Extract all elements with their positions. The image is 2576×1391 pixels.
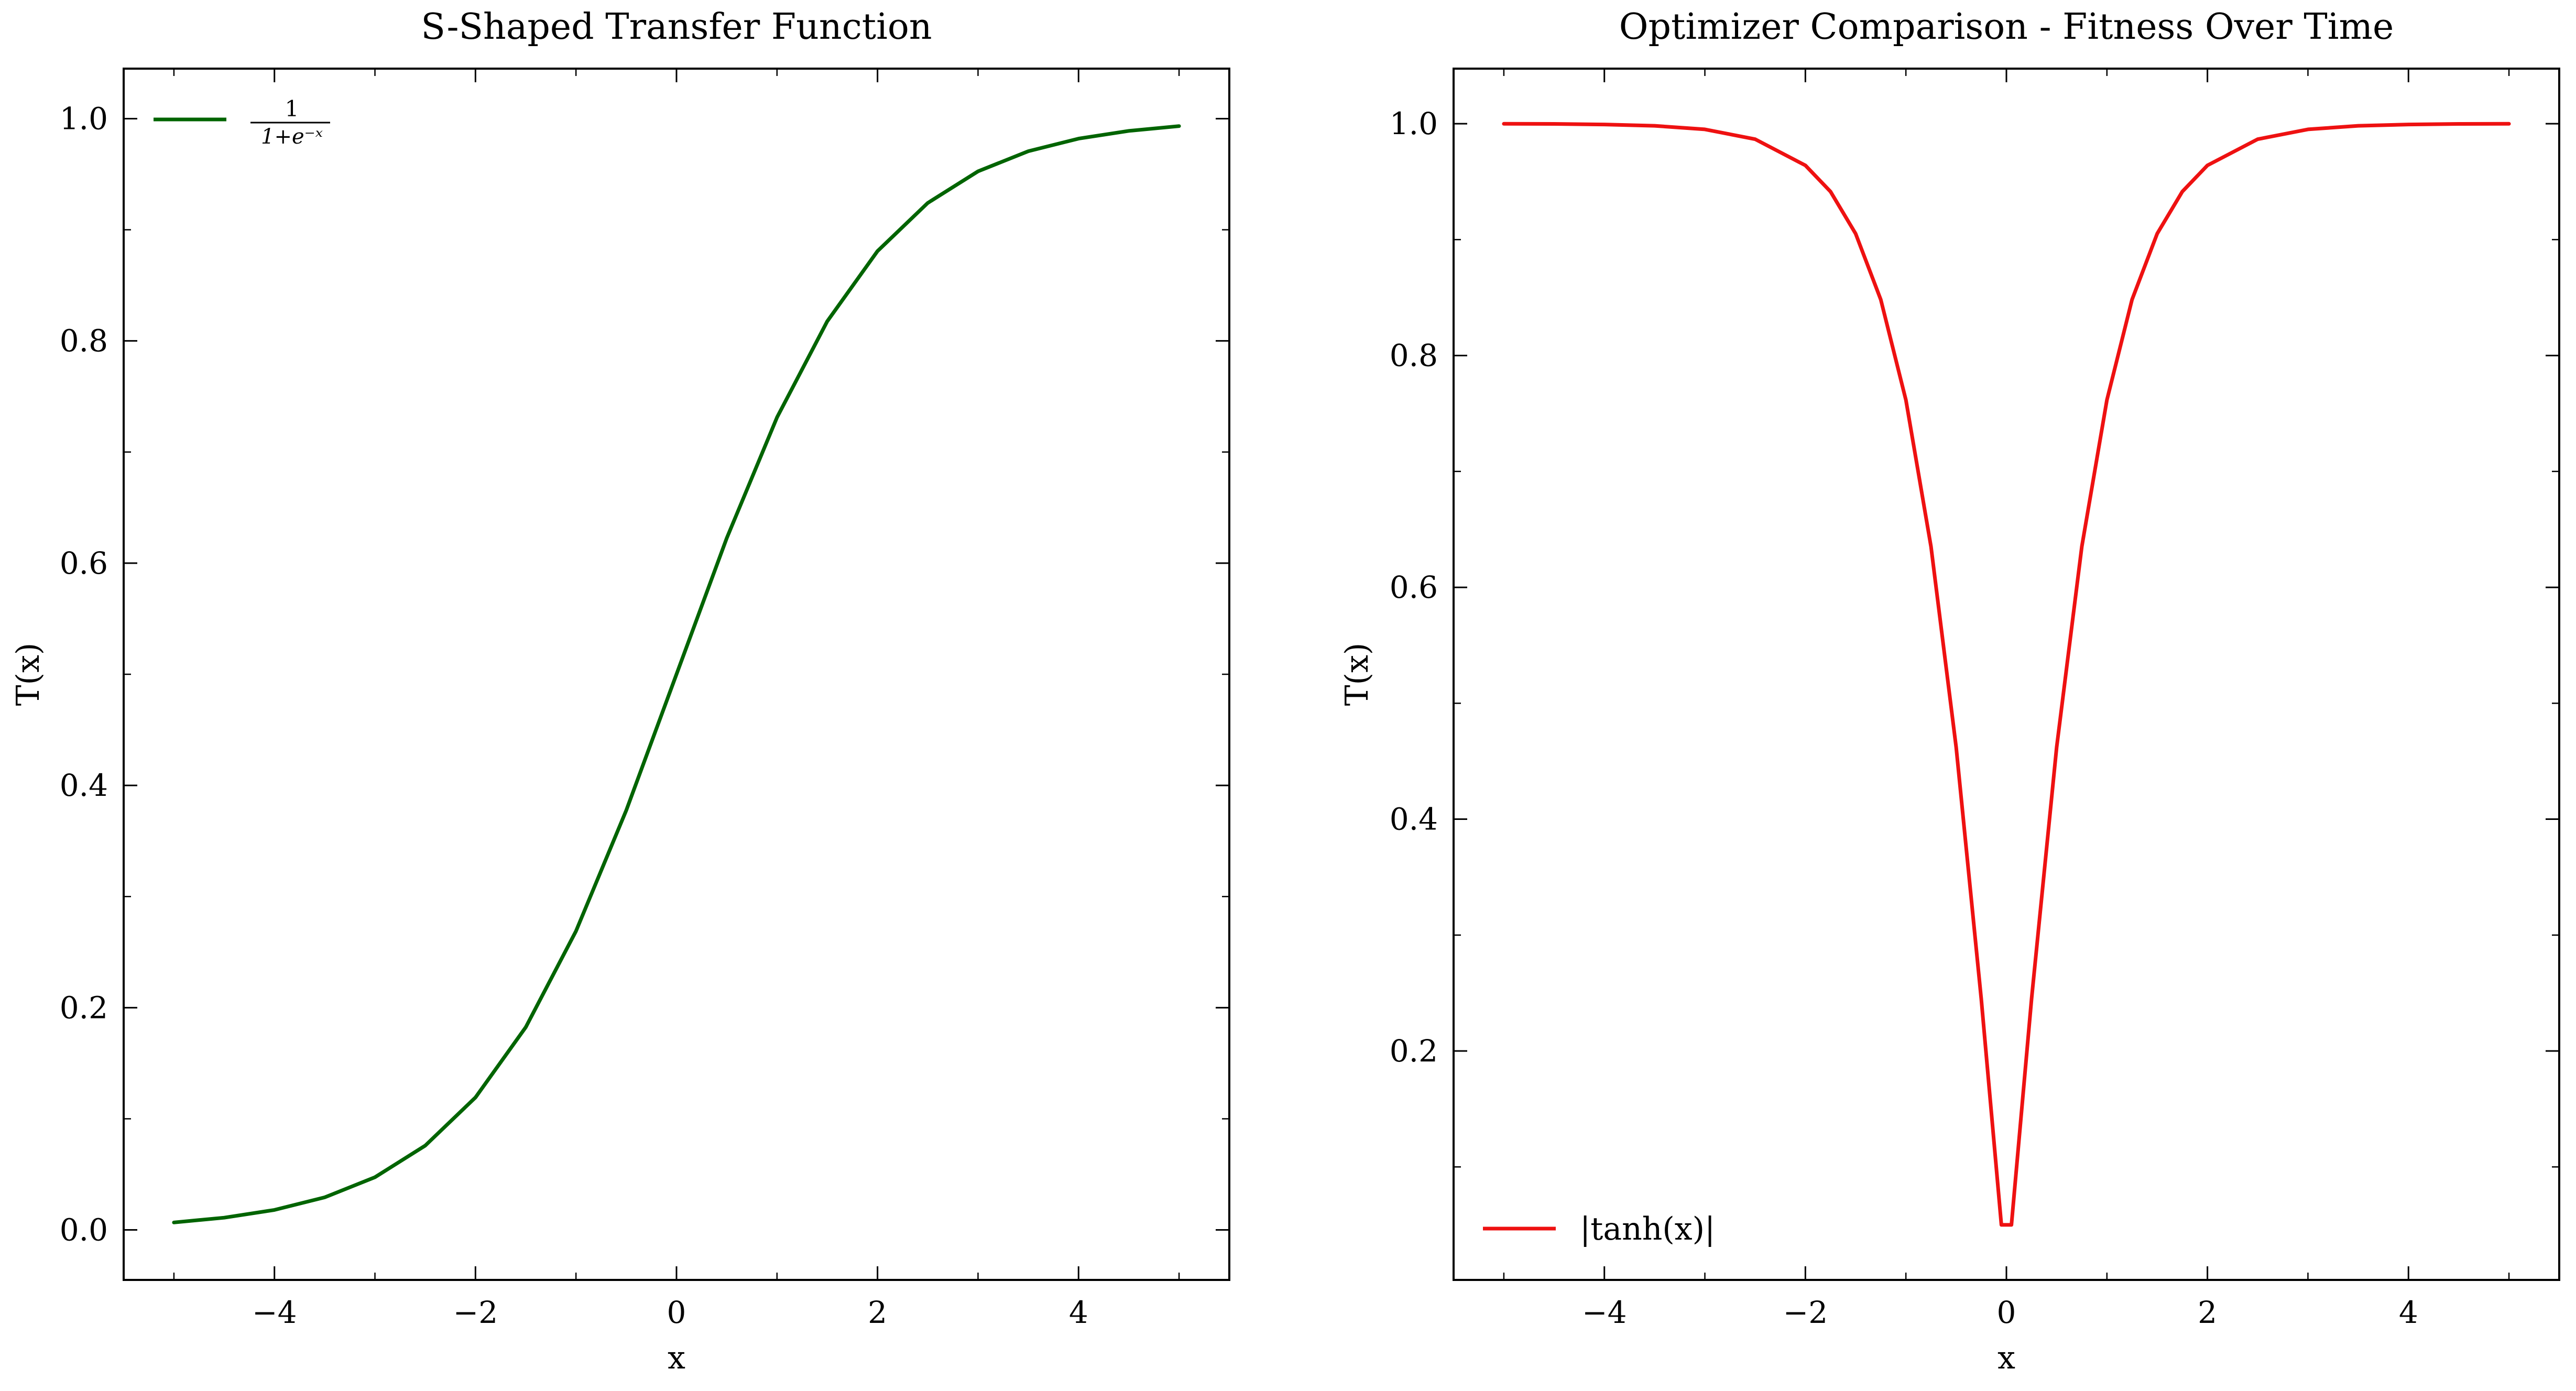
x-tick-label: −4: [1582, 1295, 1627, 1330]
y-tick-label: 0.8: [60, 323, 108, 359]
y-tick-label: 0.0: [60, 1212, 108, 1248]
y-tick-label: 1.0: [60, 101, 108, 136]
x-tick-label: 0: [667, 1295, 686, 1330]
x-tick-label: −2: [453, 1295, 498, 1330]
chart-title: S-Shaped Transfer Function: [421, 6, 932, 48]
chart-panel-right: Optimizer Comparison - Fitness Over Time…: [1339, 6, 2560, 1376]
x-tick-label: 2: [2198, 1295, 2217, 1330]
y-axis-label: T(x): [10, 643, 47, 706]
y-tick-label: 1.0: [1390, 106, 1438, 141]
y-tick-label: 0.4: [60, 768, 108, 803]
x-tick-label: 0: [1997, 1295, 2016, 1330]
y-axis-ticks: 0.0 0.2 0.4 0.6 0.8 1.0: [60, 101, 1229, 1248]
legend: |tanh(x)|: [1483, 1211, 1715, 1247]
x-tick-label: 4: [2399, 1295, 2418, 1330]
y-tick-label: 0.8: [1390, 338, 1438, 374]
x-tick-label: −2: [1783, 1295, 1828, 1330]
y-tick-label: 0.2: [60, 990, 108, 1025]
x-axis-ticks: −4 −2 0 2 4: [1503, 69, 2510, 1330]
y-tick-label: 0.6: [60, 545, 108, 581]
x-tick-label: 2: [868, 1295, 887, 1330]
chart-panel-left: S-Shaped Transfer Function 0.00.20.40.60…: [10, 6, 1230, 1376]
x-axis-ticks: −4 −2 0 2 4: [173, 69, 1180, 1330]
series-layer: [172, 124, 1181, 1224]
series-layer: [1502, 122, 2511, 1227]
y-tick-label: 0.4: [1390, 802, 1438, 837]
plot-frame: [1453, 68, 2560, 1281]
y-tick-label: 0.2: [1390, 1033, 1438, 1069]
legend: 1 1+e⁻ˣ: [154, 96, 330, 149]
series-line: [172, 124, 1181, 1224]
y-axis-label: T(x): [1339, 643, 1376, 706]
legend-denominator: 1+e⁻ˣ: [261, 125, 323, 149]
x-tick-label: −4: [252, 1295, 297, 1330]
y-tick-label: 0.6: [1390, 569, 1438, 605]
series-line: [1502, 122, 2511, 1227]
legend-numerator: 1: [285, 96, 299, 122]
chart-title: Optimizer Comparison - Fitness Over Time: [1619, 6, 2394, 48]
x-tick-label: 4: [1069, 1295, 1088, 1330]
legend-label: |tanh(x)|: [1580, 1211, 1715, 1247]
x-axis-label: x: [1998, 1340, 2015, 1376]
y-axis-ticks: 0.2 0.4 0.6 0.8 1.0: [1390, 106, 2559, 1168]
x-axis-label: x: [668, 1340, 685, 1376]
